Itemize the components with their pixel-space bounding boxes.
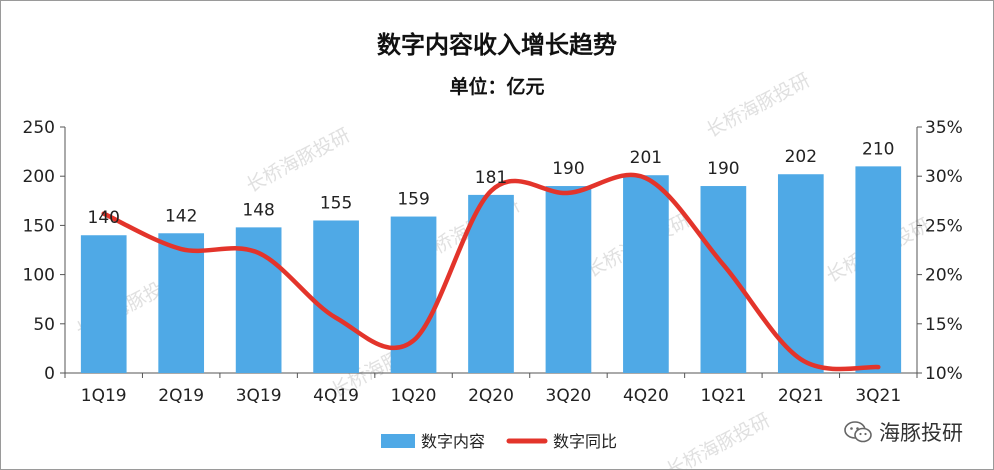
bar-3Q21 — [855, 166, 902, 373]
data-label-1Q19: 140 — [88, 208, 120, 228]
data-label-2Q19: 142 — [165, 206, 197, 226]
y-tick-label-right: 30% — [925, 167, 963, 187]
legend-label-line: 数字同比 — [553, 432, 617, 451]
bar-1Q21 — [700, 186, 747, 373]
legend-swatch-bar — [381, 434, 415, 448]
y-tick-label-left: 0 — [44, 364, 55, 384]
x-tick-label-3Q21: 3Q21 — [855, 386, 901, 406]
x-tick-label-1Q21: 1Q21 — [700, 386, 746, 406]
y-tick-label-right: 25% — [925, 216, 963, 236]
y-tick-label-left: 50 — [33, 315, 55, 335]
bar-4Q19 — [313, 220, 359, 373]
x-tick-label-2Q20: 2Q20 — [468, 386, 514, 406]
watermark-text-0: 长桥海豚投研 — [243, 124, 354, 197]
watermark-text-2: 长桥海豚投研 — [703, 69, 814, 142]
wechat-badge: 海豚投研 — [843, 417, 963, 447]
data-label-2Q20: 181 — [475, 168, 507, 188]
x-tick-label-1Q19: 1Q19 — [81, 386, 127, 406]
x-tick-label-1Q20: 1Q20 — [391, 386, 437, 406]
data-label-4Q19: 155 — [320, 193, 352, 213]
x-tick-label-4Q19: 4Q19 — [313, 386, 359, 406]
x-tick-label-2Q19: 2Q19 — [158, 386, 204, 406]
data-label-3Q20: 190 — [552, 159, 584, 179]
data-label-3Q21: 210 — [862, 139, 894, 159]
y-tick-label-right: 10% — [925, 364, 963, 384]
bar-4Q20 — [623, 175, 669, 373]
x-tick-label-3Q20: 3Q20 — [546, 386, 592, 406]
chart-subtitle: 单位：亿元 — [449, 75, 544, 98]
data-label-1Q21: 190 — [707, 159, 739, 179]
y-tick-label-left: 100 — [23, 266, 55, 286]
wechat-account-name: 海豚投研 — [879, 421, 963, 445]
watermark-text-7: 长桥海豚投研 — [663, 409, 774, 469]
chart-title: 数字内容收入增长趋势 — [377, 31, 617, 59]
y-tick-label-right: 35% — [925, 118, 963, 138]
y-tick-label-left: 250 — [23, 118, 55, 138]
data-label-1Q20: 159 — [397, 190, 429, 210]
bar-series — [80, 166, 902, 373]
y-tick-label-right: 20% — [925, 266, 963, 286]
line-series — [101, 172, 881, 372]
legend-label-bar: 数字内容 — [421, 432, 485, 451]
data-labels: 140 142 148 155 159 181 190 201 190 202 210 — [88, 139, 895, 228]
y-tick-label-left: 200 — [23, 167, 55, 187]
data-label-3Q19: 148 — [242, 200, 274, 220]
x-tick-label-2Q21: 2Q21 — [778, 386, 824, 406]
y-tick-label-right: 15% — [925, 315, 963, 335]
x-tick-label-4Q20: 4Q20 — [623, 386, 669, 406]
legend: 数字内容 数字同比 — [381, 432, 617, 451]
bar-1Q19 — [80, 235, 127, 373]
yoy-line — [101, 172, 881, 372]
x-tick-label-3Q19: 3Q19 — [236, 386, 282, 406]
bar-2Q19 — [158, 233, 205, 373]
wechat-icon — [843, 420, 873, 444]
bar-3Q20 — [545, 186, 592, 373]
data-label-4Q20: 201 — [630, 148, 662, 168]
bar-2Q21 — [777, 174, 824, 373]
x-tick-labels: 1Q19 2Q19 3Q19 4Q19 1Q20 2Q20 3Q20 4Q20 1Q21 2Q21… — [81, 386, 901, 406]
data-label-2Q21: 202 — [785, 147, 817, 167]
y-tick-label-left: 150 — [23, 216, 55, 236]
bar-2Q20 — [468, 194, 514, 373]
